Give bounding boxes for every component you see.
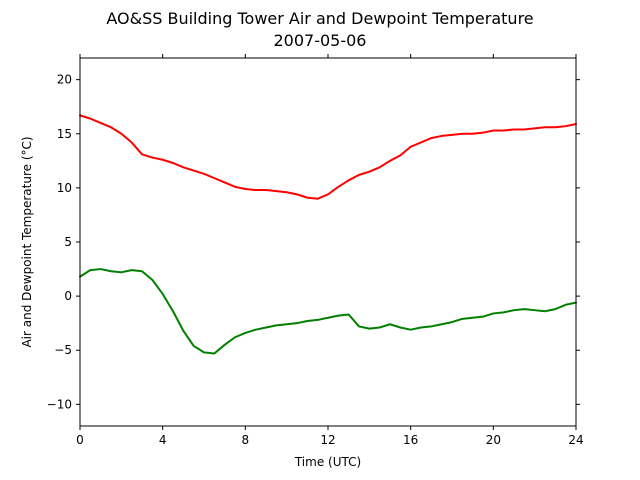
series-layer bbox=[79, 114, 577, 355]
chart-title: AO&SS Building Tower Air and Dewpoint Te… bbox=[106, 9, 533, 28]
tick-layer: 0 4 8 12 16 20 24 −10 −5 0 5 10 15 20 bbox=[47, 54, 584, 447]
y-axis-label: Air and Dewpoint Temperature (°C) bbox=[20, 136, 34, 347]
series-line-2 bbox=[79, 268, 577, 355]
x-tick-label: 0 bbox=[76, 433, 84, 447]
series-line-1 bbox=[79, 114, 577, 200]
x-tick-label: 20 bbox=[486, 433, 501, 447]
y-tick-label: 15 bbox=[57, 127, 72, 141]
plot-frame bbox=[79, 57, 577, 427]
x-tick-label: 24 bbox=[568, 433, 583, 447]
x-axis-label: Time (UTC) bbox=[294, 455, 361, 469]
y-tick-label: 20 bbox=[57, 73, 72, 87]
y-tick-label: −10 bbox=[47, 397, 72, 411]
x-tick-label: 8 bbox=[242, 433, 250, 447]
x-tick-label: 4 bbox=[159, 433, 167, 447]
y-tick-label: −5 bbox=[54, 343, 72, 357]
y-tick-label: 5 bbox=[64, 235, 72, 249]
y-tick-label: 10 bbox=[57, 181, 72, 195]
x-tick-label: 16 bbox=[403, 433, 418, 447]
chart-subtitle: 2007-05-06 bbox=[274, 31, 367, 50]
x-tick-label: 12 bbox=[320, 433, 335, 447]
y-tick-label: 0 bbox=[64, 289, 72, 303]
